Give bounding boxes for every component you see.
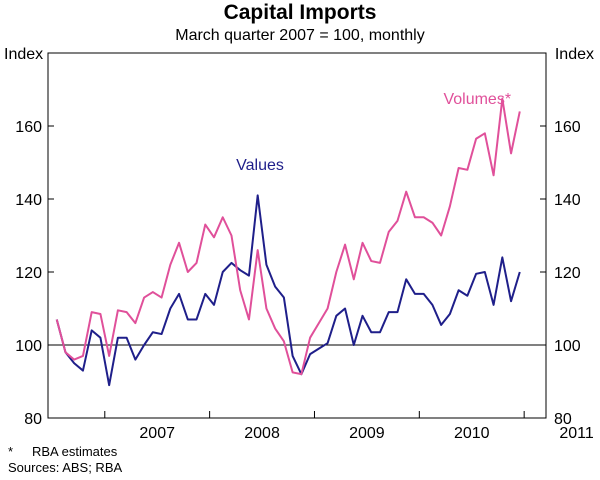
footnote-sources: Sources: ABS; RBA xyxy=(8,460,123,475)
chart-subtitle: March quarter 2007 = 100, monthly xyxy=(175,27,425,44)
series-line-values xyxy=(55,194,521,387)
y-tick-label-left: 140 xyxy=(15,192,42,209)
footnote-estimates-text: RBA estimates xyxy=(32,444,118,459)
y-tick-label-left: 100 xyxy=(15,338,42,355)
series-label-volumes: Volumes* xyxy=(443,91,511,108)
footnote-estimates: * RBA estimates xyxy=(8,444,117,459)
x-tick-label: 2010 xyxy=(454,425,490,442)
y-axis-label-right: Index xyxy=(554,46,594,63)
y-tick-label-right: 100 xyxy=(554,338,581,355)
x-tick-label: 2009 xyxy=(349,425,385,442)
y-tick-label-right: 120 xyxy=(554,265,581,282)
x-tick-label: 2008 xyxy=(244,425,280,442)
x-tick-label: 2011 xyxy=(559,425,594,442)
y-axis-label-left: Index xyxy=(4,46,44,63)
y-tick-label-right: 140 xyxy=(554,192,581,209)
chart-title: Capital Imports xyxy=(223,1,377,24)
y-tick-label-left: 160 xyxy=(15,119,42,136)
y-tick-label-left: 80 xyxy=(24,411,42,428)
series-label-values: Values xyxy=(236,157,284,174)
y-tick-label-right: 160 xyxy=(554,119,581,136)
y-tick-label-right: 80 xyxy=(554,411,572,428)
series-line-volumes xyxy=(55,97,521,376)
footnote-star: * xyxy=(8,444,14,459)
y-tick-label-left: 120 xyxy=(15,265,42,282)
plot-frame xyxy=(47,52,547,419)
x-tick-label: 2007 xyxy=(139,425,175,442)
